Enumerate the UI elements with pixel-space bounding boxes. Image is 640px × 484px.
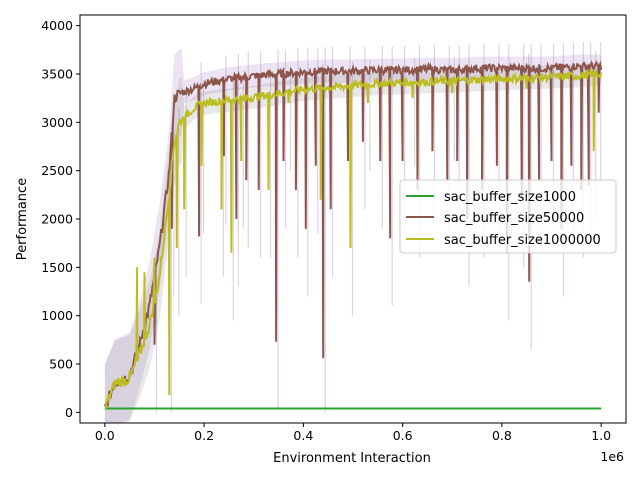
series-line-sac-buffer-size1000000: [103, 68, 603, 411]
x-tick-label: 0.0: [95, 428, 115, 443]
y-tick-label: 500: [49, 357, 73, 372]
x-tick-label: 1.0: [591, 428, 611, 443]
x-tick-label: 0.2: [194, 428, 214, 443]
y-tick-label: 2500: [41, 163, 73, 178]
legend-label-sac-buffer-size50000: sac_buffer_size50000: [444, 211, 584, 226]
legend-label-sac-buffer-size1000000: sac_buffer_size1000000: [444, 233, 601, 248]
y-axis-label: Performance: [15, 178, 30, 260]
legend: sac_buffer_size1000 sac_buffer_size50000…: [399, 179, 617, 254]
y-tick-label: 3500: [41, 66, 73, 81]
series-layer: [103, 60, 603, 411]
y-tick-label: 1000: [41, 308, 73, 323]
legend-box: [399, 179, 617, 254]
x-tick-label: 0.4: [293, 428, 313, 443]
x-axis: 0.0 0.2 0.4 0.6 0.8 1.0: [95, 423, 611, 443]
x-offset-label: 1e6: [600, 449, 624, 464]
y-tick-label: 3000: [41, 115, 73, 130]
x-tick-label: 0.6: [393, 428, 413, 443]
y-tick-label: 0: [65, 405, 73, 420]
y-tick-label: 4000: [41, 18, 73, 33]
x-axis-label: Environment Interaction: [273, 451, 431, 466]
series-line-sac-buffer-size50000: [103, 60, 603, 407]
x-tick-label: 0.8: [492, 428, 512, 443]
y-tick-label: 2000: [41, 212, 73, 227]
legend-label-sac-buffer-size1000: sac_buffer_size1000: [444, 190, 576, 205]
y-axis: 0 500 1000 1500 2000 2500 3000 3500 4000: [41, 18, 80, 420]
y-tick-label: 1500: [41, 260, 73, 275]
